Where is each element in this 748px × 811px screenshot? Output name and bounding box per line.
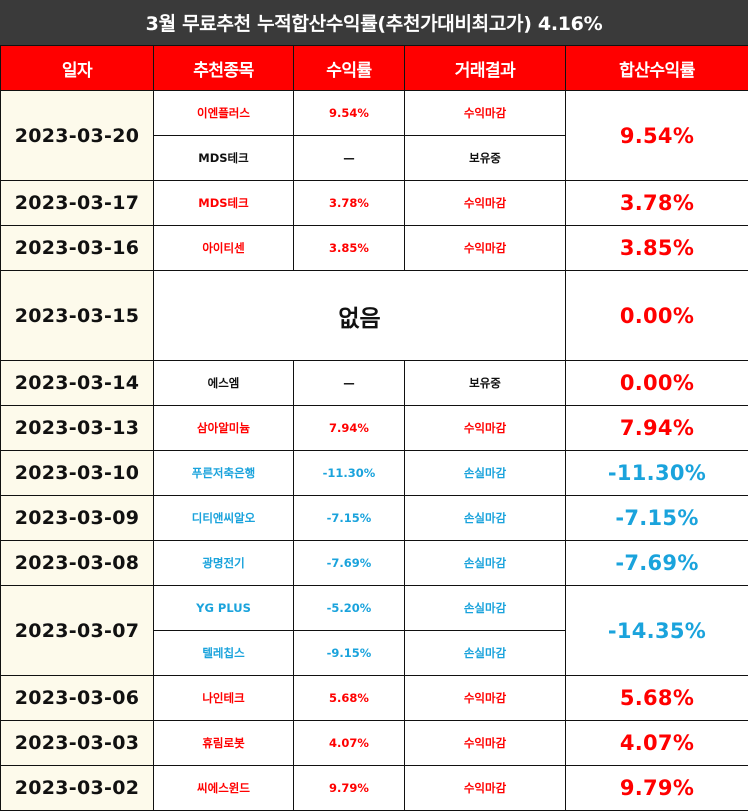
stock-rate: -9.15% xyxy=(293,630,405,676)
trade-result: 수익마감 xyxy=(404,180,566,226)
no-recommendation: 없음 xyxy=(153,270,566,361)
row-total: -11.30% xyxy=(565,450,748,496)
row-date: 2023-03-20 xyxy=(0,90,154,181)
trade-result: 손실마감 xyxy=(404,630,566,676)
page-title: 3월 무료추천 누적합산수익률(추천가대비최고가) 4.16% xyxy=(0,0,748,45)
row-total: 3.78% xyxy=(565,180,748,226)
stock-rate: — xyxy=(293,360,405,406)
trade-result: 보유중 xyxy=(404,360,566,406)
trade-result: 수익마감 xyxy=(404,90,566,136)
row-date: 2023-03-16 xyxy=(0,225,154,271)
row-date: 2023-03-09 xyxy=(0,495,154,541)
stock-name: 이엔플러스 xyxy=(153,90,294,136)
stock-name: YG PLUS xyxy=(153,585,294,631)
header-date: 일자 xyxy=(0,45,154,91)
trade-result: 손실마감 xyxy=(404,585,566,631)
row-date: 2023-03-15 xyxy=(0,270,154,361)
trade-result: 수익마감 xyxy=(404,765,566,811)
trade-result: 수익마감 xyxy=(404,405,566,451)
stock-name: 아이티센 xyxy=(153,225,294,271)
row-date: 2023-03-07 xyxy=(0,585,154,676)
table-row: 2023-03-06 나인테크 5.68% 수익마감 5.68% xyxy=(0,675,748,721)
row-total: -7.69% xyxy=(565,540,748,586)
row-total: 5.68% xyxy=(565,675,748,721)
stock-name: 휴림로봇 xyxy=(153,720,294,766)
stock-name: MDS테크 xyxy=(153,135,294,181)
row-total: 4.07% xyxy=(565,720,748,766)
row-date: 2023-03-14 xyxy=(0,360,154,406)
stock-rate: 7.94% xyxy=(293,405,405,451)
trade-result: 수익마감 xyxy=(404,225,566,271)
stock-rate: 3.78% xyxy=(293,180,405,226)
row-total: -14.35% xyxy=(565,585,748,676)
table-row: 2023-03-03 휴림로봇 4.07% 수익마감 4.07% xyxy=(0,720,748,766)
stock-rate: 3.85% xyxy=(293,225,405,271)
row-date: 2023-03-03 xyxy=(0,720,154,766)
row-date: 2023-03-06 xyxy=(0,675,154,721)
table-row: 2023-03-14 에스엠 — 보유중 0.00% xyxy=(0,360,748,406)
stock-name: 푸른저축은행 xyxy=(153,450,294,496)
stock-name: 텔레칩스 xyxy=(153,630,294,676)
row-total: 7.94% xyxy=(565,405,748,451)
stock-rate: -11.30% xyxy=(293,450,405,496)
header-rate: 수익률 xyxy=(293,45,405,91)
row-date: 2023-03-13 xyxy=(0,405,154,451)
table-row: 2023-03-17 MDS테크 3.78% 수익마감 3.78% xyxy=(0,180,748,226)
row-total: -7.15% xyxy=(565,495,748,541)
table-row: 2023-03-09 디티앤씨알오 -7.15% 손실마감 -7.15% xyxy=(0,495,748,541)
row-date: 2023-03-02 xyxy=(0,765,154,811)
trade-result: 수익마감 xyxy=(404,720,566,766)
table-row: 2023-03-07 YG PLUS -5.20% 손실마감 -14.35% xyxy=(0,585,748,676)
row-total: 9.54% xyxy=(565,90,748,181)
table-row: MDS테크 — 보유중 xyxy=(1,135,748,181)
table-row: 2023-03-20 이엔플러스 9.54% 수익마감 9.54% xyxy=(0,90,748,181)
stock-name: 나인테크 xyxy=(153,675,294,721)
table-row: 2023-03-13 삼아알미늄 7.94% 수익마감 7.94% xyxy=(0,405,748,451)
table-row: 텔레칩스 -9.15% 손실마감 xyxy=(1,630,748,676)
row-total: 9.79% xyxy=(565,765,748,811)
stock-rate: 4.07% xyxy=(293,720,405,766)
row-total: 3.85% xyxy=(565,225,748,271)
table-row: 2023-03-02 씨에스윈드 9.79% 수익마감 9.79% xyxy=(0,765,748,811)
row-date: 2023-03-08 xyxy=(0,540,154,586)
stock-rate: — xyxy=(293,135,405,181)
header-result: 거래결과 xyxy=(404,45,566,91)
stock-rate: 9.79% xyxy=(293,765,405,811)
table-header-row: 일자 추천종목 수익률 거래결과 합산수익률 xyxy=(0,45,748,91)
table-row: 2023-03-10 푸른저축은행 -11.30% 손실마감 -11.30% xyxy=(0,450,748,496)
table-row: 2023-03-08 광명전기 -7.69% 손실마감 -7.69% xyxy=(0,540,748,586)
stock-name: 삼아알미늄 xyxy=(153,405,294,451)
trade-result: 보유중 xyxy=(404,135,566,181)
table-body: 2023-03-20 이엔플러스 9.54% 수익마감 9.54% MDS테크 — 보유중 20… xyxy=(0,90,748,811)
recommendation-table: 일자 추천종목 수익률 거래결과 합산수익률 2023-03-20 이엔플러스 9.… xyxy=(0,45,748,811)
row-date: 2023-03-17 xyxy=(0,180,154,226)
trade-result: 손실마감 xyxy=(404,495,566,541)
stock-rate: 9.54% xyxy=(293,90,405,136)
row-date: 2023-03-10 xyxy=(0,450,154,496)
stock-rate: 5.68% xyxy=(293,675,405,721)
stock-name: MDS테크 xyxy=(153,180,294,226)
table-row: 2023-03-15 없음 0.00% xyxy=(0,270,748,361)
trade-result: 수익마감 xyxy=(404,675,566,721)
table-row: 2023-03-16 아이티센 3.85% 수익마감 3.85% xyxy=(0,225,748,271)
stock-name: 에스엠 xyxy=(153,360,294,406)
stock-rate: -7.15% xyxy=(293,495,405,541)
trade-result: 손실마감 xyxy=(404,540,566,586)
row-total: 0.00% xyxy=(565,360,748,406)
stock-name: 광명전기 xyxy=(153,540,294,586)
header-total: 합산수익률 xyxy=(565,45,748,91)
trade-result: 손실마감 xyxy=(404,450,566,496)
stock-name: 디티앤씨알오 xyxy=(153,495,294,541)
stock-rate: -5.20% xyxy=(293,585,405,631)
stock-name: 씨에스윈드 xyxy=(153,765,294,811)
row-total: 0.00% xyxy=(565,270,748,361)
header-stock: 추천종목 xyxy=(153,45,294,91)
stock-rate: -7.69% xyxy=(293,540,405,586)
